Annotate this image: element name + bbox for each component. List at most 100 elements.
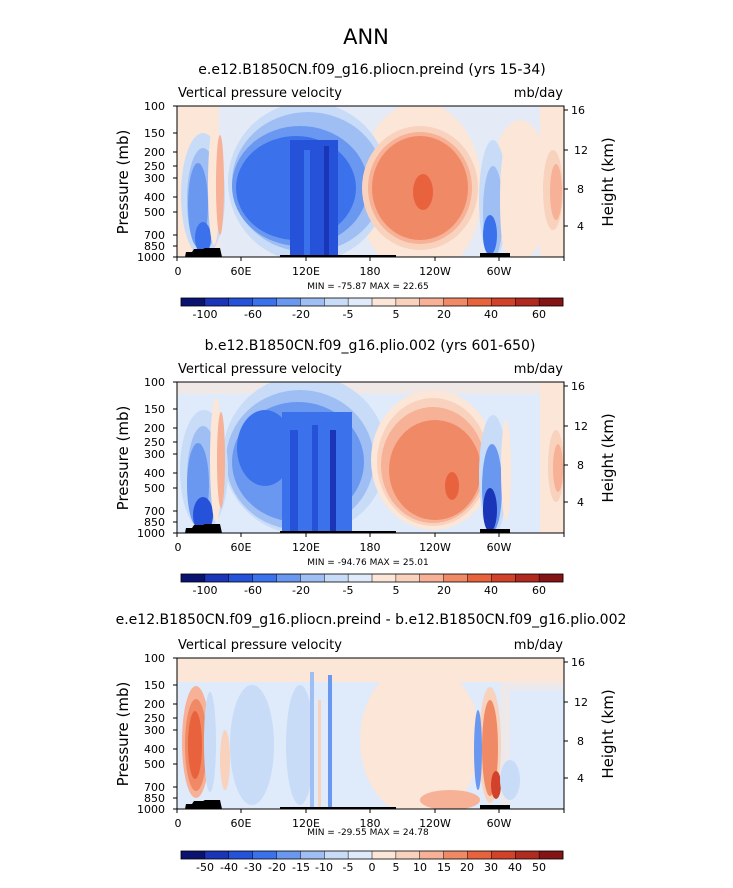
- panel-1-ytick-labels: 100 150 200 250 300 400 500 700 850 1000: [137, 100, 165, 264]
- ytick-label: 200: [144, 422, 165, 435]
- panel-3-ytick-labels: 100 150 200 250 300 400 500 700 850 1000: [137, 652, 165, 816]
- ytick-label: 400: [144, 743, 165, 756]
- panel-2-left-label: Vertical pressure velocity: [178, 362, 342, 377]
- xtick-label: 60E: [231, 541, 252, 554]
- colorbar-swatch: [515, 851, 540, 859]
- colorbar-swatch: [276, 574, 301, 582]
- ytick-right-label: 12: [574, 144, 588, 157]
- colorbar-swatch: [419, 574, 444, 582]
- panel-1-left-label: Vertical pressure velocity: [178, 86, 342, 101]
- colorbar-swatch: [300, 851, 325, 859]
- colorbar-label: 20: [437, 584, 451, 597]
- panel-2-units: mb/day: [514, 362, 564, 377]
- ytick-label: 1000: [137, 803, 165, 816]
- panel-1-xtick-labels: 0 60E 120E 180 120W 60W: [175, 265, 512, 278]
- colorbar-label: -5: [343, 584, 354, 597]
- colorbar-swatch: [515, 574, 540, 582]
- colorbar-label: 15: [437, 861, 451, 874]
- colorbar-label: -60: [244, 584, 262, 597]
- colorbar-swatch: [276, 298, 301, 306]
- colorbar-swatch: [539, 298, 564, 306]
- colorbar-swatch: [228, 851, 253, 859]
- ytick-label: 100: [144, 652, 165, 665]
- colorbar-swatch: [204, 574, 230, 582]
- ytick-label: 250: [144, 712, 165, 725]
- ytick-label: 250: [144, 160, 165, 173]
- panel-3-units: mb/day: [514, 638, 564, 653]
- panel-2: b.e12.B1850CN.f09_g16.plio.002 (yrs 601-…: [114, 338, 617, 597]
- panel-2-colorbar-labels: -100 -60 -20 -5 5 20 40 60: [193, 584, 546, 597]
- colorbar-swatch: [252, 298, 277, 306]
- panel-2-colorbar: [180, 573, 564, 583]
- colorbar-label: -20: [292, 308, 310, 321]
- colorbar-swatch: [300, 298, 325, 306]
- colorbar-swatch: [348, 574, 373, 582]
- ytick-right-label: 16: [571, 380, 585, 393]
- panel-3-xtick-labels: 0 60E 120E 180 120W 60W: [175, 817, 512, 830]
- colorbar-swatch: [395, 298, 421, 306]
- xtick-label: 180: [360, 817, 381, 830]
- panel-3-ytick-right-labels: 16 12 8 4: [571, 656, 588, 785]
- xtick-label: 60W: [487, 817, 512, 830]
- xtick-label: 120W: [419, 265, 451, 278]
- colorbar-swatch: [419, 298, 444, 306]
- colorbar-label: 20: [437, 308, 451, 321]
- xtick-label: 60E: [231, 817, 252, 830]
- panel-1-units: mb/day: [514, 86, 564, 101]
- ytick-label: 300: [144, 172, 165, 185]
- xtick-label: 0: [175, 265, 182, 278]
- colorbar-swatch: [443, 851, 468, 859]
- ytick-right-label: 4: [577, 220, 584, 233]
- panel-2-title: b.e12.B1850CN.f09_g16.plio.002 (yrs 601-…: [205, 338, 536, 354]
- ytick-right-label: 8: [577, 735, 584, 748]
- colorbar-swatch: [515, 298, 540, 306]
- panel-3-ylabel-right: Height (km): [599, 689, 617, 778]
- panel-2-ytick-labels: 100 150 200 250 300 400 500 700 850 1000: [137, 376, 165, 540]
- ytick-label: 100: [144, 376, 165, 389]
- colorbar-label: 40: [484, 584, 498, 597]
- ytick-label: 150: [144, 679, 165, 692]
- colorbar-swatch: [181, 574, 206, 582]
- page-title: ANN: [343, 25, 389, 49]
- panel-3-ylabel: Pressure (mb): [114, 682, 132, 787]
- panel-2-ticks: [173, 381, 568, 537]
- colorbar-swatch: [395, 574, 421, 582]
- ytick-right-label: 8: [577, 183, 584, 196]
- colorbar-swatch: [491, 298, 516, 306]
- colorbar-swatch: [419, 851, 444, 859]
- colorbar-label: -50: [196, 861, 214, 874]
- colorbar-label: -40: [220, 861, 238, 874]
- ytick-right-label: 4: [577, 772, 584, 785]
- xtick-label: 120E: [292, 817, 320, 830]
- panel-2-xtick-labels: 0 60E 120E 180 120W 60W: [175, 541, 512, 554]
- colorbar-swatch: [324, 298, 349, 306]
- ytick-label: 850: [144, 792, 165, 805]
- colorbar-swatch: [467, 298, 492, 306]
- colorbar-label: -5: [343, 308, 354, 321]
- panel-1-stats: MIN = -75.87 MAX = 22.65: [307, 282, 428, 292]
- ytick-right-label: 8: [577, 459, 584, 472]
- ytick-label: 150: [144, 403, 165, 416]
- xtick-label: 180: [360, 541, 381, 554]
- colorbar-swatch: [324, 851, 349, 859]
- panel-2-ylabel-right: Height (km): [599, 413, 617, 502]
- ytick-right-label: 12: [574, 696, 588, 709]
- colorbar-swatch: [467, 851, 492, 859]
- ytick-label: 850: [144, 516, 165, 529]
- colorbar-swatch: [252, 851, 277, 859]
- colorbar-swatch: [228, 298, 253, 306]
- colorbar-label: 30: [484, 861, 498, 874]
- ytick-label: 500: [144, 758, 165, 771]
- colorbar-swatch: [491, 851, 516, 859]
- ytick-right-label: 12: [574, 420, 588, 433]
- panel-3: e.e12.B1850CN.f09_g16.pliocn.preind - b.…: [114, 612, 626, 874]
- colorbar-swatch: [372, 574, 397, 582]
- colorbar-swatch: [204, 851, 230, 859]
- colorbar-swatch: [372, 851, 397, 859]
- colorbar-label: -60: [244, 308, 262, 321]
- colorbar-label: 5: [393, 584, 400, 597]
- ytick-label: 300: [144, 724, 165, 737]
- ytick-label: 300: [144, 448, 165, 461]
- colorbar-swatch: [372, 298, 397, 306]
